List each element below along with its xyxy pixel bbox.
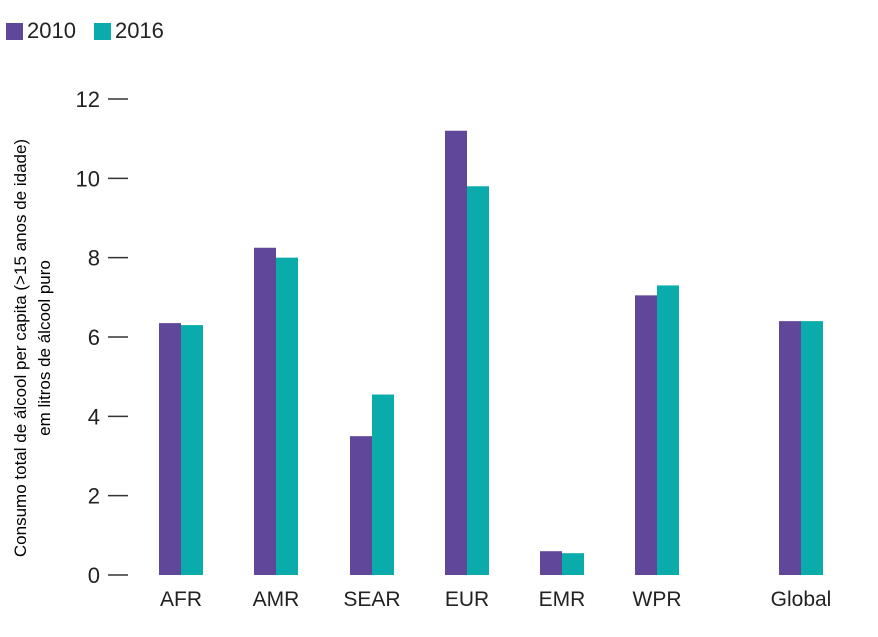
y-tick-label: 2 bbox=[88, 484, 100, 509]
x-axis-labels: AFR AMR SEAR EUR EMR WPR Global bbox=[160, 588, 831, 611]
y-axis-label: Consumo total de álcool per capita (>15 … bbox=[11, 139, 54, 557]
legend-label-2016: 2016 bbox=[114, 18, 164, 43]
x-tick-label: EMR bbox=[539, 588, 586, 611]
x-tick-label: Global bbox=[771, 588, 832, 611]
bar-afr-2016 bbox=[181, 325, 203, 575]
bar-amr-2016 bbox=[276, 257, 298, 575]
bar-emr-2010 bbox=[540, 551, 562, 575]
x-tick-label: SEAR bbox=[343, 588, 400, 611]
y-tick-label: 10 bbox=[76, 166, 100, 191]
bar-eur-2010 bbox=[445, 130, 467, 575]
y-tick-label: 4 bbox=[88, 404, 100, 429]
y-tick-label: 8 bbox=[88, 246, 100, 271]
legend-item-2016: 2016 bbox=[93, 18, 164, 44]
y-axis-ticks: 0 2 4 6 8 10 12 bbox=[76, 87, 128, 588]
bar-global-2010 bbox=[779, 321, 801, 575]
y-tick-label: 12 bbox=[76, 87, 100, 112]
y-tick-label: 0 bbox=[88, 563, 100, 588]
x-tick-label: AMR bbox=[253, 588, 300, 611]
bar-wpr-2010 bbox=[635, 295, 657, 575]
bar-emr-2016 bbox=[562, 553, 584, 575]
x-tick-label: WPR bbox=[633, 588, 682, 611]
bar-sear-2016 bbox=[372, 394, 394, 575]
bar-sear-2010 bbox=[350, 436, 372, 575]
legend: 2010 2016 bbox=[6, 18, 182, 44]
legend-swatch-2010 bbox=[6, 22, 23, 40]
bar-eur-2016 bbox=[467, 186, 489, 575]
y-axis-label-line: Consumo total de álcool per capita (>15 … bbox=[11, 139, 30, 557]
bar-afr-2010 bbox=[159, 323, 181, 575]
legend-item-2010: 2010 bbox=[6, 18, 76, 44]
bars bbox=[159, 130, 823, 575]
bar-wpr-2016 bbox=[657, 285, 679, 575]
legend-label-2010: 2010 bbox=[27, 18, 76, 43]
legend-swatch-2016 bbox=[93, 22, 111, 40]
bar-amr-2010 bbox=[254, 247, 276, 575]
y-tick-label: 6 bbox=[88, 325, 100, 350]
bar-global-2016 bbox=[801, 321, 823, 575]
x-tick-label: EUR bbox=[445, 588, 489, 611]
x-tick-label: AFR bbox=[160, 588, 202, 611]
y-axis-label-line: em litros de álcool puro bbox=[35, 260, 54, 436]
